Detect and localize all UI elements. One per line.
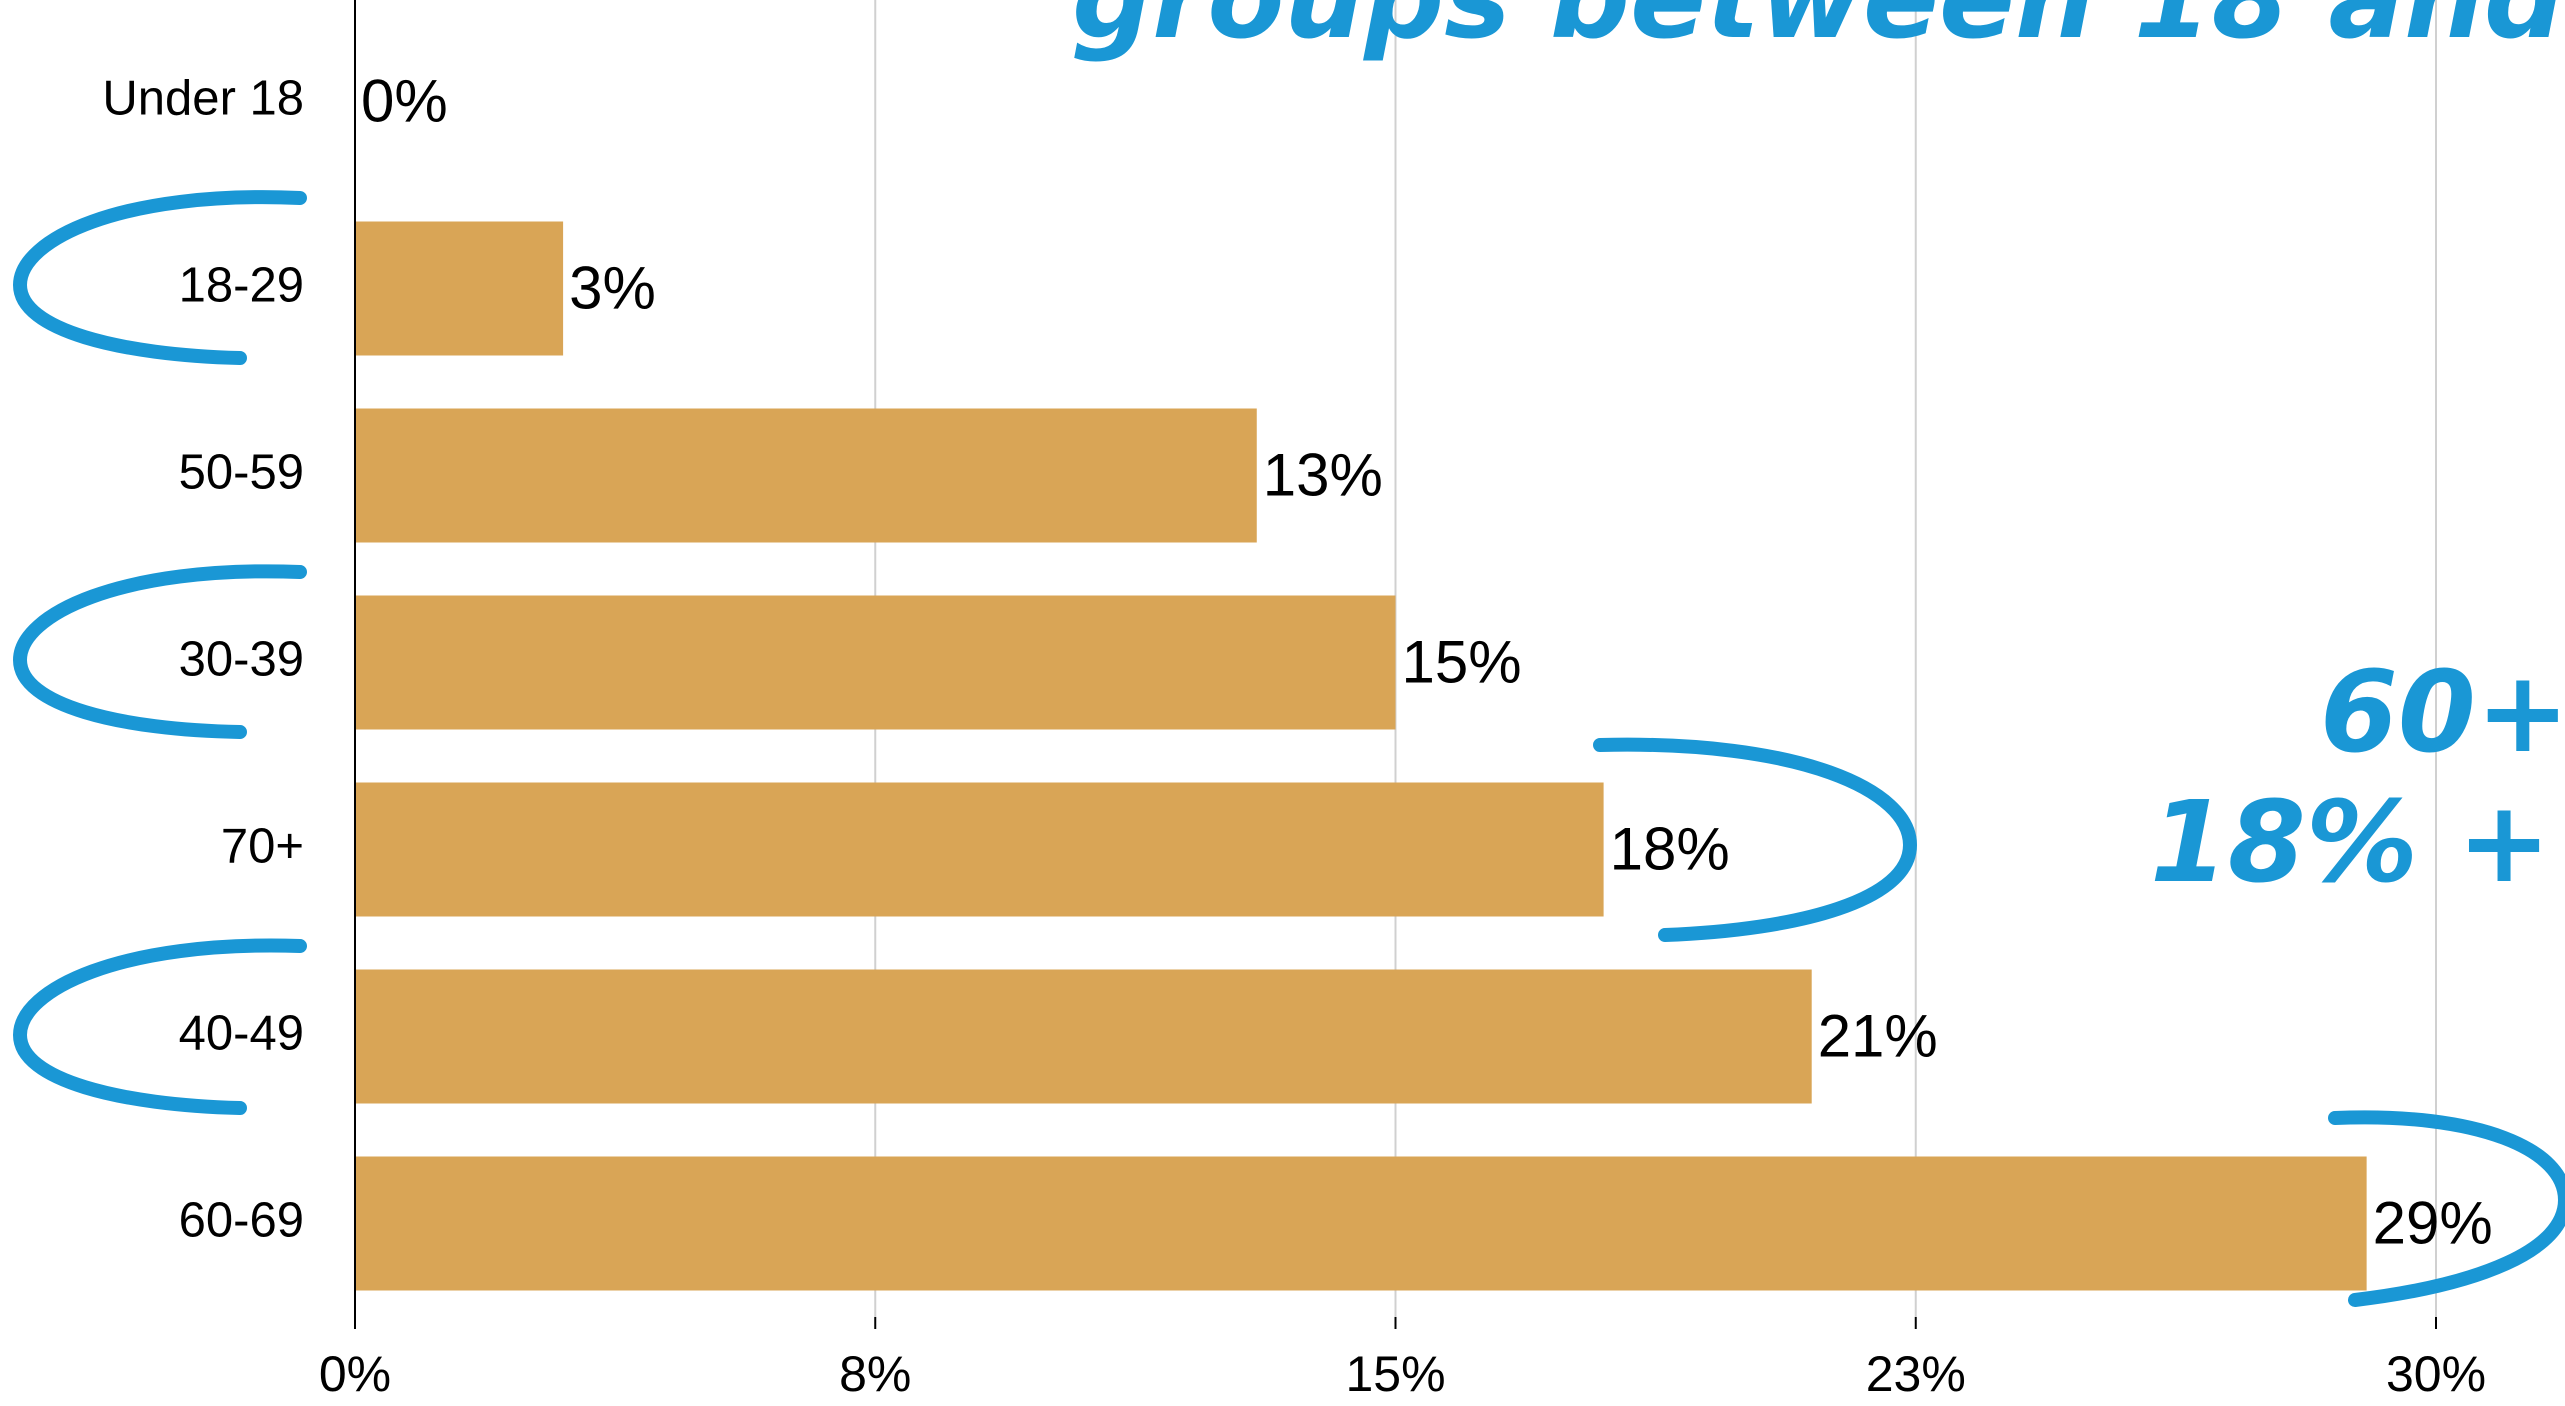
y-tick-label: 50-59 [179, 445, 304, 499]
x-tick-label: 0% [319, 1346, 391, 1402]
y-tick-label: Under 18 [102, 71, 304, 125]
bar [355, 222, 563, 356]
x-tick-label: 30% [2386, 1346, 2486, 1402]
bar [355, 1157, 2367, 1291]
x-tick-label: 15% [1345, 1346, 1445, 1402]
y-tick-label: 70+ [221, 819, 304, 873]
value-label: 0% [361, 67, 448, 134]
annotation: groups between 18 and 40 to [1072, 0, 2565, 64]
y-tick-label: 40-49 [179, 1006, 304, 1060]
bar [355, 596, 1396, 730]
value-label: 13% [1263, 441, 1383, 508]
value-label: 3% [569, 254, 656, 321]
value-label: 18% [1610, 815, 1730, 882]
annotation: 18% + 29 [2150, 778, 2565, 908]
annotation: 60+ g [2320, 648, 2565, 778]
chart: groups between 18 and 40 to 60+ g 18% + … [0, 0, 2565, 1406]
y-tick-label: 18-29 [179, 258, 304, 312]
value-label: 15% [1402, 628, 1522, 695]
bar [355, 970, 1812, 1104]
y-tick-label: 60-69 [179, 1193, 304, 1247]
value-label: 29% [2373, 1189, 2493, 1256]
swooshes [20, 197, 2565, 1300]
value-label: 21% [1818, 1002, 1938, 1069]
x-tick-label: 8% [839, 1346, 911, 1402]
x-tick-label: 23% [1866, 1346, 1966, 1402]
bar [355, 783, 1604, 917]
y-tick-label: 30-39 [179, 632, 304, 686]
bars [355, 222, 2367, 1291]
bar [355, 409, 1257, 543]
